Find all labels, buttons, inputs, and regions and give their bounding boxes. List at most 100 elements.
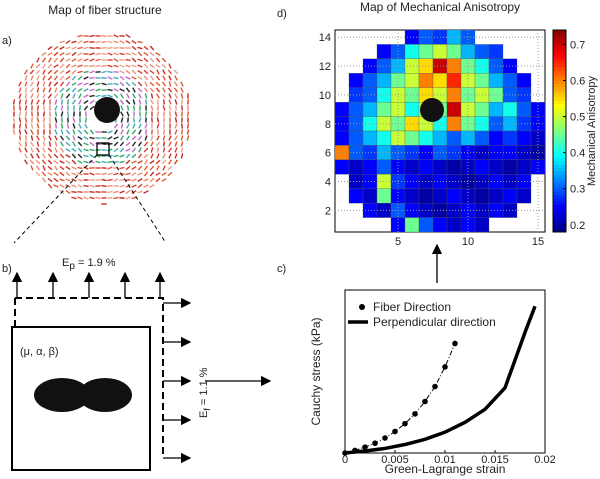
colorbar-step [553, 40, 566, 44]
fiber [78, 105, 82, 111]
fiber [59, 147, 65, 153]
fiber [72, 135, 76, 141]
colorbar-step [553, 104, 566, 108]
fiber [53, 75, 59, 81]
fiber [71, 172, 77, 176]
subscript: p [69, 261, 75, 272]
fiber [132, 99, 136, 105]
fiber [30, 93, 34, 99]
cell [418, 130, 434, 146]
fiber [83, 99, 89, 105]
fiber [25, 87, 27, 93]
colorbar-step [553, 147, 566, 152]
fiber [83, 40, 89, 44]
colorbar-step [553, 188, 566, 193]
fiber [60, 123, 64, 129]
cell [404, 188, 420, 204]
fiber [175, 105, 177, 111]
cell [334, 130, 350, 146]
fiber [131, 81, 137, 87]
colorbar-step [553, 63, 566, 68]
fiber [131, 184, 137, 188]
fiber [180, 135, 184, 141]
fiber [143, 51, 149, 57]
x-tick-label: 0.01 [434, 454, 455, 466]
fiber [47, 147, 53, 153]
element [11, 326, 151, 471]
fiber [151, 117, 153, 123]
fiber [36, 141, 40, 147]
fiber [83, 46, 89, 50]
fiber [113, 190, 119, 194]
fiber-map [12, 33, 190, 205]
fiber [120, 93, 124, 99]
fiber [77, 147, 83, 153]
fiber [120, 129, 124, 135]
fiber [59, 52, 65, 56]
x-tick-label: 0.005 [381, 454, 409, 466]
fiber [71, 159, 77, 165]
fiber [83, 184, 89, 188]
fiber [131, 160, 137, 164]
fiber [143, 184, 149, 188]
fiber [125, 172, 131, 176]
fiber [65, 81, 71, 87]
cell [488, 130, 504, 146]
fiber [174, 135, 178, 141]
fiber [101, 64, 107, 68]
fiber [77, 58, 83, 62]
colorbar-step [553, 161, 566, 166]
fiber [30, 135, 34, 141]
fiber [137, 76, 143, 80]
colorbar-tick-label: 0.5 [570, 112, 585, 124]
fiber [89, 172, 95, 176]
fiber [59, 178, 65, 182]
fiber [18, 87, 22, 93]
colorbar-step [553, 110, 566, 115]
colorbar-step [553, 70, 566, 75]
fiber [72, 123, 76, 129]
fiber [53, 45, 59, 51]
cell [502, 101, 518, 117]
fiber [30, 147, 34, 153]
fiber [54, 105, 58, 111]
fiber [173, 159, 179, 165]
fiber [155, 64, 161, 68]
fiber [83, 129, 89, 135]
colorbar [552, 29, 567, 233]
fiber [42, 69, 46, 75]
fiber [30, 129, 34, 135]
fiber [30, 63, 34, 69]
cell [502, 188, 518, 204]
fiber [113, 172, 119, 176]
fiber [29, 81, 35, 87]
fiber [83, 65, 89, 67]
fiber [95, 58, 101, 62]
fiber [54, 147, 58, 153]
fiber [65, 58, 71, 62]
point [412, 411, 418, 417]
fiber [59, 46, 65, 50]
fiber [53, 184, 59, 188]
fiber [161, 172, 167, 176]
cell [376, 101, 392, 117]
fiber [119, 166, 125, 170]
colorbar-step [553, 181, 566, 186]
fiber [36, 57, 40, 63]
fiber [42, 81, 46, 87]
fiber [162, 111, 166, 117]
fiber [126, 93, 130, 99]
fiber [53, 159, 59, 165]
cell [516, 130, 532, 146]
cell [348, 188, 364, 204]
colorbar-step [553, 67, 566, 71]
fiber [77, 52, 83, 56]
fiber [143, 57, 149, 63]
fiber [173, 69, 179, 75]
legend-label: Fiber Direction [373, 300, 451, 314]
load-top: Ep = 1.9 % [62, 257, 116, 272]
point [362, 444, 368, 450]
fiber [24, 111, 28, 117]
fiber [71, 147, 77, 153]
